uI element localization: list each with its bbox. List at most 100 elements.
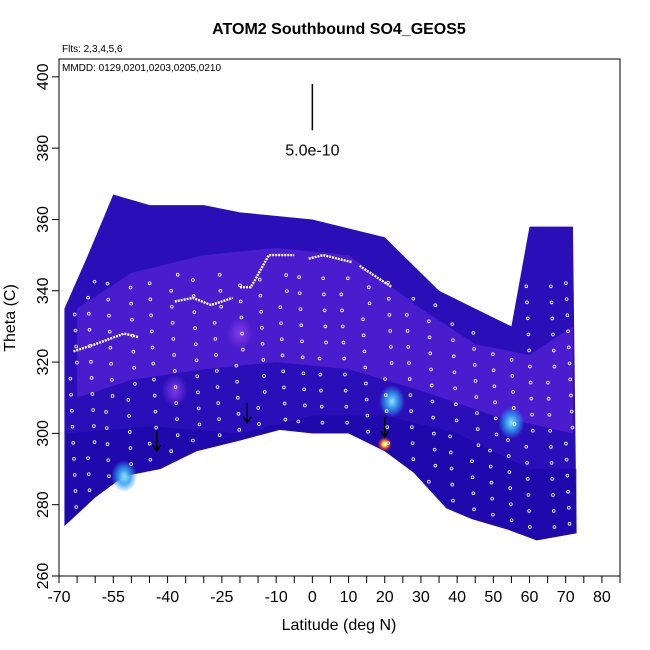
sample-point: [196, 390, 200, 395]
sample-point: [552, 364, 557, 369]
sample-point: [285, 289, 289, 293]
sample-point: [386, 296, 391, 301]
flight-track-4: [358, 264, 393, 289]
sample-point: [212, 321, 217, 325]
x-axis: -70 -55 -40 -25 -10 0 10 20 30 40 50 60 70 80: [47, 576, 621, 606]
sample-point: [129, 462, 134, 466]
sample-point: [448, 434, 452, 439]
sample-point: [550, 477, 555, 481]
sample-point: [107, 329, 112, 334]
sample-point: [195, 374, 200, 379]
sample-point: [339, 292, 344, 297]
sample-point: [507, 470, 512, 474]
sample-point: [318, 372, 323, 377]
sample-point: [529, 396, 534, 401]
sample-point: [388, 329, 392, 333]
sample-point: [410, 425, 414, 429]
sample-point: [322, 308, 327, 313]
sample-point: [278, 305, 283, 309]
sample-point: [389, 345, 393, 349]
x-axis-label: Latitude (deg N): [282, 617, 397, 634]
sample-point: [126, 398, 131, 402]
hotspot-0: [498, 406, 525, 439]
sample-point: [568, 377, 573, 382]
sample-point: [549, 461, 554, 465]
sample-point: [427, 319, 431, 324]
sample-point: [283, 417, 288, 422]
x-tick-label: 20: [376, 589, 394, 606]
sample-point: [361, 317, 365, 322]
sample-point: [510, 374, 515, 378]
sample-point: [298, 291, 302, 295]
sample-point: [411, 296, 416, 301]
sample-point: [150, 345, 155, 350]
arrow-marker-2: [380, 416, 390, 439]
sample-point: [386, 441, 390, 445]
sample-point: [552, 525, 557, 529]
sample-point: [133, 382, 137, 386]
sample-point: [196, 406, 201, 411]
sample-point: [296, 419, 301, 424]
sample-point: [110, 378, 114, 382]
y-axis: 260 280 300 320 340 360 380 400: [35, 63, 59, 589]
sample-point: [385, 425, 390, 429]
sample-point: [429, 367, 433, 372]
sample-point: [470, 459, 474, 463]
sample-point: [454, 402, 458, 407]
sample-point: [300, 339, 304, 344]
sample-point: [147, 281, 152, 286]
sample-point: [526, 332, 531, 337]
hotspot-4: [226, 317, 253, 350]
sample-point: [511, 406, 516, 410]
sample-point: [450, 322, 455, 326]
sample-point: [92, 279, 97, 284]
sample-point: [172, 353, 176, 357]
x-tick-label: 30: [412, 589, 430, 606]
sample-point: [90, 392, 95, 396]
sample-point: [451, 354, 456, 359]
sample-point: [564, 297, 569, 301]
sample-point: [258, 293, 263, 298]
sample-point: [319, 388, 323, 393]
sample-point: [527, 509, 531, 513]
sample-point: [489, 480, 494, 485]
sample-point: [323, 324, 328, 329]
sample-point: [70, 408, 74, 413]
sample-point: [257, 277, 262, 282]
sample-point: [192, 310, 197, 314]
sample-point: [301, 371, 306, 376]
sample-point: [104, 410, 108, 414]
chart-title: ATOM2 Southbound SO4_GEOS5: [212, 21, 466, 38]
sample-point: [408, 393, 413, 397]
sample-point: [410, 441, 415, 445]
sample-point: [324, 340, 328, 345]
sample-point: [73, 328, 78, 333]
sample-point: [110, 394, 115, 398]
sample-point: [454, 418, 459, 423]
y-tick-label: 400: [35, 63, 52, 90]
plot-frame: [58, 58, 621, 577]
sample-point: [303, 403, 307, 408]
sample-point: [547, 412, 552, 417]
sample-point: [279, 321, 283, 326]
flights-annotation: Flts: 2,3,4,5,6: [62, 44, 123, 55]
sample-point: [406, 345, 411, 349]
sample-point: [74, 505, 78, 509]
sample-point: [471, 331, 476, 335]
sample-point: [91, 408, 95, 412]
sample-point: [282, 401, 287, 406]
sample-point: [107, 313, 111, 318]
scale-indicator: 5.0e-10: [285, 83, 340, 159]
sample-point: [106, 297, 111, 302]
sample-point: [551, 493, 555, 497]
sample-point: [69, 392, 73, 397]
sample-point: [86, 311, 91, 316]
sample-point: [548, 428, 552, 433]
sample-point: [429, 383, 434, 388]
sample-point: [475, 427, 480, 431]
sample-point: [527, 348, 531, 353]
sample-point: [74, 344, 78, 349]
sample-point: [343, 372, 347, 377]
sample-point: [257, 422, 261, 426]
